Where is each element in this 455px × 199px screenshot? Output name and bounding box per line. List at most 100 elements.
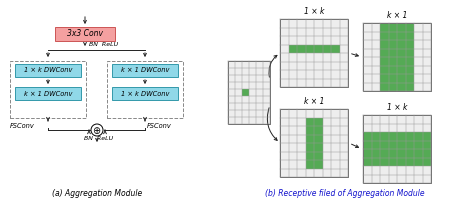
Bar — [314, 117, 323, 126]
Bar — [112, 64, 178, 77]
Bar — [280, 19, 348, 87]
Bar — [331, 45, 339, 53]
Bar — [280, 109, 348, 177]
Bar — [405, 149, 414, 157]
Bar — [380, 132, 389, 140]
Bar — [405, 74, 414, 83]
Bar — [15, 87, 81, 100]
Bar — [314, 160, 323, 169]
Bar — [389, 83, 397, 91]
Bar — [389, 23, 397, 31]
Bar — [397, 149, 405, 157]
Text: FSConv: FSConv — [147, 123, 172, 129]
Bar — [380, 74, 389, 83]
Bar — [397, 49, 405, 57]
Bar — [380, 40, 389, 49]
Bar — [305, 45, 314, 53]
Bar — [305, 143, 314, 151]
Text: 1 × k DWConv: 1 × k DWConv — [24, 67, 72, 73]
Bar — [112, 87, 178, 100]
Bar — [323, 45, 331, 53]
Bar — [397, 83, 405, 91]
Bar — [305, 126, 314, 135]
Bar — [405, 83, 414, 91]
Bar — [371, 149, 380, 157]
Bar — [423, 157, 431, 166]
Bar — [314, 151, 323, 160]
Bar — [405, 23, 414, 31]
Bar — [314, 135, 323, 143]
Text: (b) Receptive filed of Aggregation Module: (b) Receptive filed of Aggregation Modul… — [265, 188, 425, 197]
Bar — [397, 57, 405, 65]
Bar — [280, 109, 348, 177]
Bar — [363, 140, 371, 149]
Bar — [397, 23, 405, 31]
Bar — [107, 61, 183, 118]
Bar — [363, 132, 371, 140]
Bar — [380, 31, 389, 40]
Bar — [405, 57, 414, 65]
Bar — [405, 40, 414, 49]
Bar — [397, 157, 405, 166]
Bar — [389, 132, 397, 140]
Bar — [389, 157, 397, 166]
Bar — [380, 149, 389, 157]
FancyArrowPatch shape — [268, 108, 277, 140]
Text: k × 1: k × 1 — [304, 97, 324, 106]
Bar — [363, 23, 431, 91]
Bar — [280, 19, 348, 87]
Bar — [405, 49, 414, 57]
Bar — [423, 149, 431, 157]
Bar — [389, 31, 397, 40]
Bar — [405, 65, 414, 74]
Bar — [380, 157, 389, 166]
Circle shape — [91, 124, 103, 136]
Bar — [305, 160, 314, 169]
Bar — [288, 45, 297, 53]
Bar — [305, 151, 314, 160]
FancyArrowPatch shape — [269, 55, 277, 77]
Bar — [371, 132, 380, 140]
Bar — [389, 49, 397, 57]
Text: FSConv: FSConv — [10, 123, 35, 129]
Bar — [305, 135, 314, 143]
Text: (a) Aggregation Module: (a) Aggregation Module — [52, 188, 142, 197]
Bar — [314, 126, 323, 135]
Bar — [397, 74, 405, 83]
Bar — [228, 61, 270, 124]
Bar — [423, 140, 431, 149]
Bar — [363, 115, 431, 183]
Text: 1 × k DWConv: 1 × k DWConv — [121, 91, 169, 97]
Text: k × 1: k × 1 — [387, 11, 407, 20]
Text: BN  ReLU: BN ReLU — [89, 43, 118, 48]
Bar — [405, 132, 414, 140]
Bar — [405, 157, 414, 166]
Bar — [363, 157, 371, 166]
Bar — [414, 132, 423, 140]
Bar — [314, 45, 323, 53]
Bar — [423, 132, 431, 140]
Bar — [414, 149, 423, 157]
Bar — [380, 23, 389, 31]
Bar — [371, 140, 380, 149]
Text: k × 1 DWConv: k × 1 DWConv — [121, 67, 169, 73]
Text: 1 × k: 1 × k — [387, 103, 407, 112]
Bar — [380, 57, 389, 65]
Bar — [228, 61, 270, 124]
Bar — [389, 149, 397, 157]
Bar — [297, 45, 305, 53]
Bar — [380, 49, 389, 57]
Bar — [15, 64, 81, 77]
Bar — [389, 65, 397, 74]
Bar — [55, 27, 115, 41]
Bar — [10, 61, 86, 118]
Bar — [242, 89, 249, 96]
Bar — [414, 140, 423, 149]
Bar — [363, 115, 431, 183]
Bar — [380, 83, 389, 91]
Bar — [363, 149, 371, 157]
Bar — [363, 23, 431, 91]
Bar — [397, 31, 405, 40]
Bar — [405, 31, 414, 40]
Bar — [405, 140, 414, 149]
